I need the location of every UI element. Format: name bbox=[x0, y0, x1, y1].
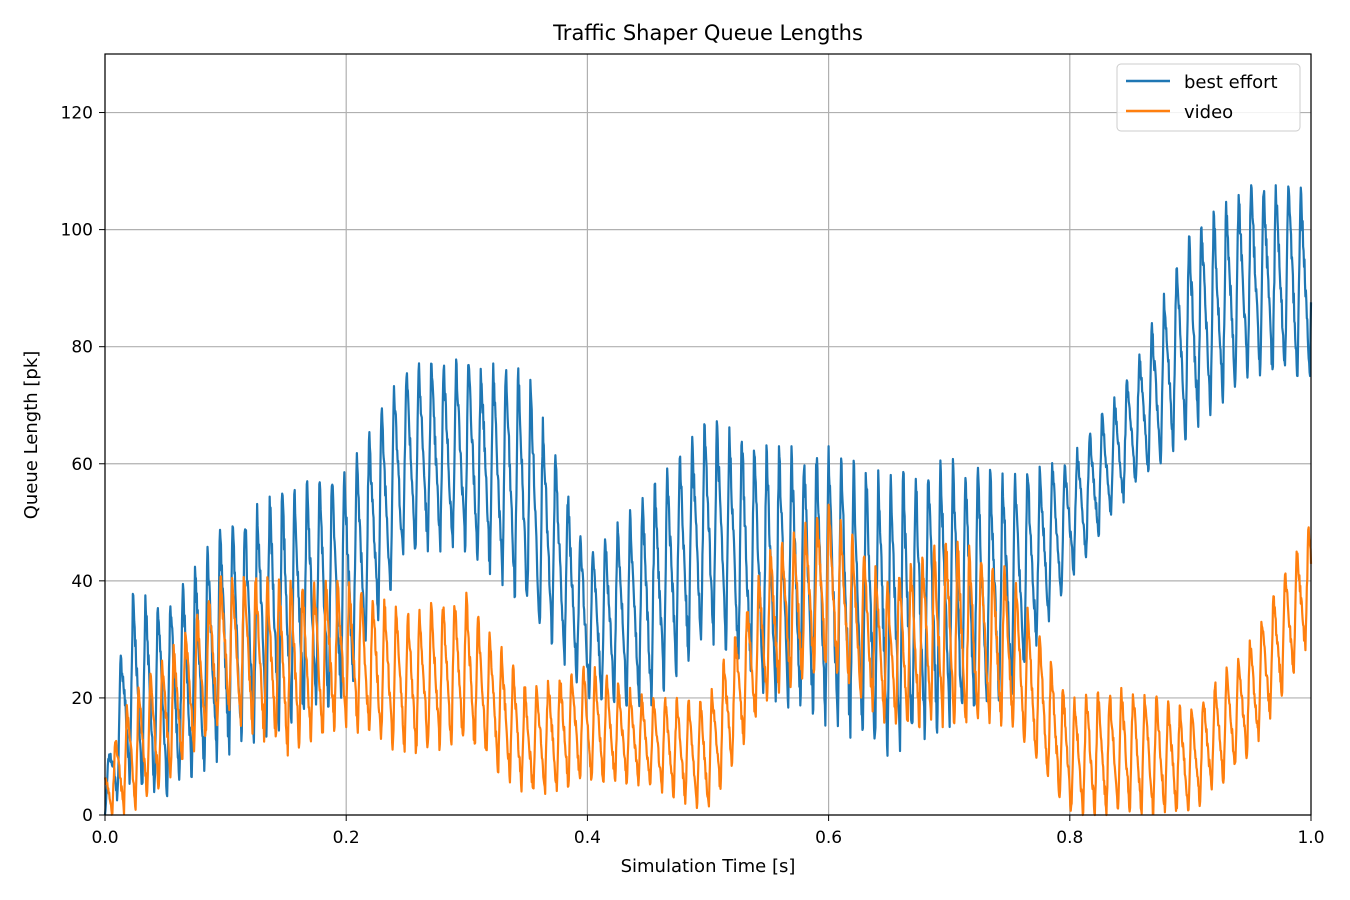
x-tick-label: 1.0 bbox=[1297, 828, 1324, 848]
legend-label-video: video bbox=[1184, 102, 1233, 123]
y-axis-label: Queue Length [pk] bbox=[21, 351, 42, 520]
y-tick-label: 40 bbox=[71, 572, 93, 592]
series-line-best-effort bbox=[103, 184, 1313, 815]
y-tick-label: 80 bbox=[71, 338, 93, 358]
plot-frame bbox=[104, 53, 1312, 816]
y-tick-label: 60 bbox=[71, 455, 93, 475]
chart-title: Traffic Shaper Queue Lengths bbox=[552, 21, 863, 45]
y-tick-label: 120 bbox=[61, 104, 93, 124]
y-axis-ticks: 0 20 40 60 80 100 120 bbox=[61, 104, 105, 826]
series-line-video bbox=[103, 503, 1313, 817]
y-tick-label: 100 bbox=[61, 221, 93, 241]
legend: best effort video bbox=[1116, 63, 1301, 132]
y-tick-label: 0 bbox=[82, 806, 93, 826]
series-group bbox=[103, 184, 1313, 817]
x-tick-label: 0.6 bbox=[815, 828, 842, 848]
x-tick-label: 0.8 bbox=[1056, 828, 1083, 848]
x-axis-label: Simulation Time [s] bbox=[621, 856, 796, 877]
x-tick-label: 0.0 bbox=[91, 828, 118, 848]
legend-label-best-effort: best effort bbox=[1184, 72, 1278, 93]
x-tick-label: 0.4 bbox=[574, 828, 601, 848]
x-tick-label: 0.2 bbox=[333, 828, 360, 848]
y-tick-label: 20 bbox=[71, 689, 93, 709]
x-axis-ticks: 0.0 0.2 0.4 0.6 0.8 1.0 bbox=[91, 815, 1325, 848]
